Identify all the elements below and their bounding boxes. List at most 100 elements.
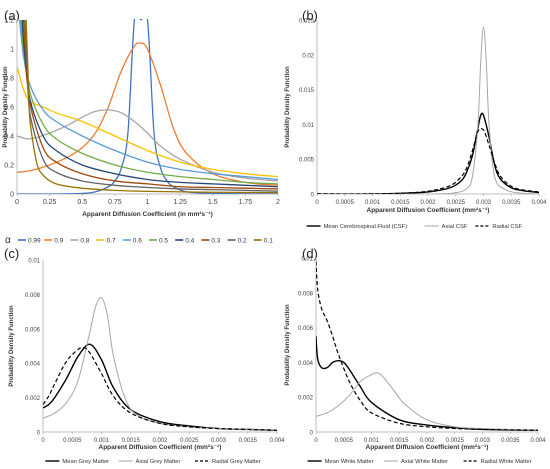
y-tick-label: 0.008	[298, 291, 314, 297]
x-tick-label: 1.75	[239, 199, 253, 206]
y-axis-title: Probability Density Function	[285, 66, 291, 148]
legend: Mean Cerebrospinal Fluid (CSF) Axial CSF R…	[306, 224, 522, 230]
panel-label: (b)	[302, 8, 318, 23]
series-line-0-9	[17, 42, 278, 186]
series-line-0-5	[20, 19, 278, 185]
legend-label: 0.3	[211, 238, 220, 245]
chart-panel-b: (b) 0 0.0005 0.001 0.0015 0.002 0.0025 0.003 0.0…	[285, 8, 547, 230]
legend: Mean Grey Matter Axial Grey Matter Radial …	[45, 459, 261, 465]
series-line-axial-grey-matter	[43, 297, 277, 431]
legend-label: Axial White Matter	[401, 459, 448, 465]
chart-panel-c: (c) 0 0.0005 0.001 0.0015 0.002 0.0025 0.003 0.0…	[4, 246, 285, 465]
y-tick-label: 0	[37, 431, 41, 437]
panel-label: (a)	[4, 8, 20, 23]
x-tick-label: 0.001	[94, 438, 110, 444]
x-tick-label: 1.25	[173, 199, 187, 206]
y-axis-title: Probability Density Function	[285, 304, 291, 386]
x-tick-label: 0.002	[152, 438, 168, 444]
y-tick-label: 0.8	[4, 76, 14, 83]
y-tick-label: 0.2	[4, 163, 14, 170]
legend-label: Radial CSF	[492, 224, 522, 230]
series-line-axial-white-matter	[316, 372, 538, 431]
y-tick-label: 0	[310, 431, 314, 437]
x-tick-label: 0.0005	[336, 200, 355, 206]
x-tick-label: 0.004	[269, 438, 285, 444]
x-tick-label: 0.0025	[180, 438, 199, 444]
x-tick-label: 2	[276, 199, 280, 206]
x-tick-label: 0.0025	[447, 200, 466, 206]
x-tick-label: 0.003	[475, 438, 491, 444]
x-tick-label: 0.002	[419, 438, 435, 444]
series-line-0-99	[17, 19, 278, 194]
series-group	[43, 297, 277, 431]
y-tick-label: 0	[10, 192, 14, 199]
legend-label: 0.1	[264, 238, 273, 245]
y-tick-label: 0.015	[299, 88, 315, 94]
x-tick-label: 0.0005	[335, 438, 354, 444]
series-line-radial-csf	[317, 127, 539, 194]
legend-label: Axial CSF	[442, 224, 468, 230]
legend: α 0.99 0.9 0.8 0.7 0.6 0.5 0.4 0.3 0.2 0.1	[5, 235, 273, 246]
y-tick-label: 0.005	[299, 158, 315, 164]
x-tick-label: 0.0015	[122, 438, 141, 444]
x-tick-label: 0.001	[364, 438, 380, 444]
legend-label: 0.6	[133, 238, 142, 245]
series-line-0-1	[25, 19, 278, 194]
x-tick-label: 0.25	[43, 199, 57, 206]
y-tick-label: 0.004	[298, 361, 314, 367]
x-tick-label: 0.75	[108, 199, 122, 206]
x-axis-title: Apparent Diffusion Coefficient (in mm²s⁻…	[82, 211, 213, 218]
y-tick-label: 0.02	[302, 53, 314, 59]
x-tick-label: 0	[315, 200, 319, 206]
panel-label: (d)	[302, 246, 318, 261]
series-line-0-4	[21, 19, 278, 188]
y-axis-title: Probability Density Function	[3, 66, 9, 148]
series-line-axial-csf	[317, 26, 539, 194]
x-tick-label: 1	[146, 199, 150, 206]
y-tick-label: 0.006	[25, 327, 41, 333]
x-tick-label: 0	[15, 199, 19, 206]
chart-panel-d: (d) 0 0.0005 0.001 0.0015 0.002 0.0025 0.003 0.0…	[285, 246, 546, 465]
legend-label: 0.8	[80, 238, 89, 245]
legend-label: Radial Grey Matter	[212, 459, 261, 465]
legend: Mean White Matter Axial White Matter Radia…	[307, 459, 532, 465]
x-tick-label: 0	[41, 438, 45, 444]
x-axis-title: Apparent Diffusion Coefficient (mm²s⁻¹)	[99, 444, 222, 451]
y-tick-label: 1	[10, 47, 14, 54]
legend-label: Radial White Matter	[481, 459, 532, 465]
series-line-mean-white-matter	[316, 336, 538, 431]
legend-label: Mean Grey Matter	[62, 459, 109, 465]
series-line-radial-grey-matter	[43, 346, 277, 431]
legend-label: Axial Grey Matter	[136, 459, 181, 465]
y-tick-label: 0.01	[28, 259, 40, 265]
legend-label: 0.99	[28, 238, 41, 245]
series-line-0-8	[17, 109, 278, 182]
x-tick-label: 0.002	[420, 200, 436, 206]
y-tick-label: 0.01	[302, 123, 314, 129]
legend-label: Mean White Matter	[325, 459, 374, 465]
y-tick-label: 0.002	[25, 396, 41, 402]
x-tick-label: 0.0015	[390, 438, 409, 444]
series-line-0-6	[18, 19, 278, 181]
x-tick-label: 0.001	[365, 200, 381, 206]
y-tick-label: 0.01	[301, 257, 313, 263]
x-tick-label: 0.003	[211, 438, 227, 444]
x-axis-title: Apparent Diffusion Coefficient (mm²s⁻¹)	[366, 444, 489, 451]
x-tick-label: 0.0035	[502, 200, 521, 206]
y-tick-label: 0.4	[4, 134, 14, 141]
y-tick-label: 0.6	[4, 105, 14, 112]
x-tick-label: 0.0025	[446, 438, 465, 444]
y-tick-label: 0	[311, 193, 315, 199]
y-tick-label: 1.2	[4, 18, 14, 25]
legend-alpha-symbol: α	[5, 235, 11, 246]
x-tick-label: 0.0035	[501, 438, 520, 444]
y-tick-label: 0.004	[25, 362, 41, 368]
series-line-radial-white-matter	[316, 261, 538, 431]
x-tick-label: 0.004	[531, 200, 547, 206]
series-group	[17, 19, 278, 194]
x-axis-title: Apparent Diffusion Coefficient (mm²s⁻¹)	[367, 207, 490, 214]
x-tick-label: 0.0035	[239, 438, 258, 444]
legend-label: 0.4	[185, 238, 194, 245]
series-group	[317, 26, 539, 194]
